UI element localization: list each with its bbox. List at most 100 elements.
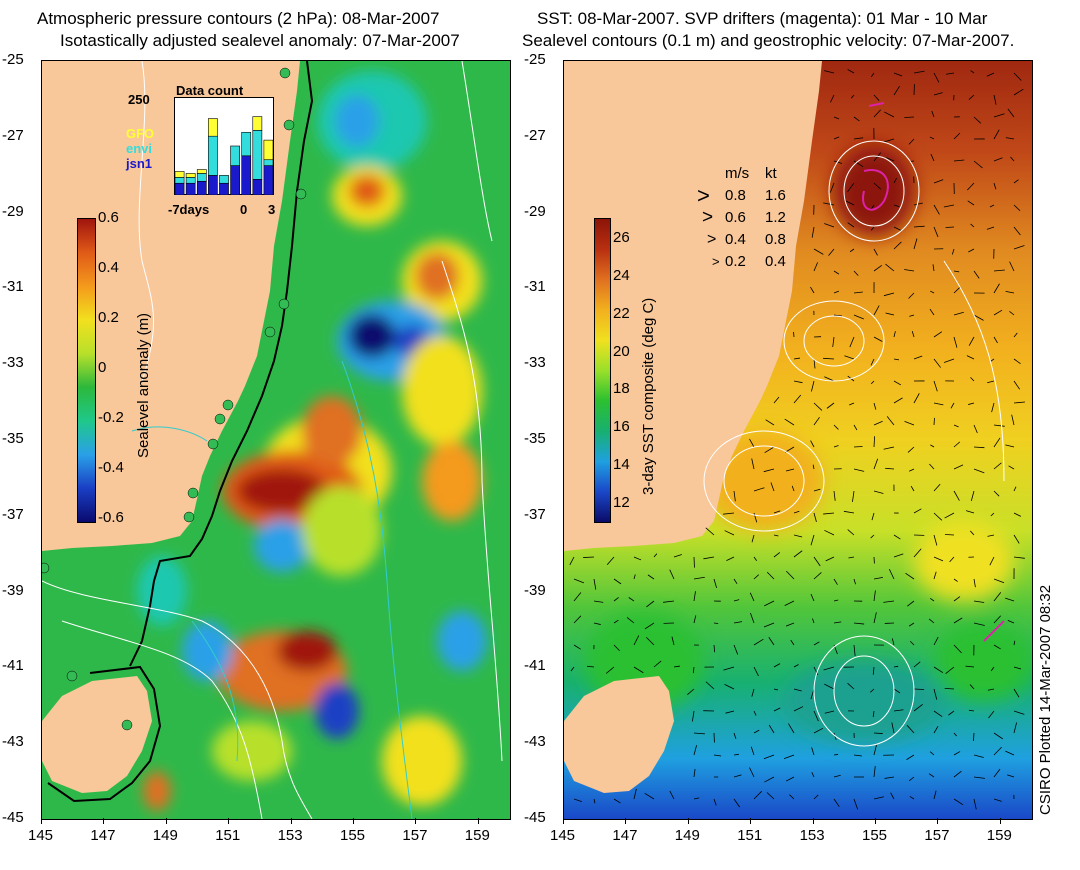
velocity-arrow [933, 688, 938, 700]
velocity-arrow [993, 732, 1003, 740]
velocity-arrow [949, 556, 955, 563]
velocity-arrow [1009, 310, 1015, 316]
velocity-arrow [929, 308, 935, 316]
velocity-arrow [967, 182, 975, 191]
velocity-arrow [693, 745, 697, 756]
velocity-arrow [973, 732, 975, 742]
velocity-arrow [893, 553, 904, 558]
velocity-arrow [953, 464, 964, 470]
velocity-arrow [1011, 414, 1015, 426]
depth-contours [131, 360, 413, 819]
velocity-arrow [873, 420, 883, 426]
velocity-arrow [884, 776, 895, 779]
data-count-xlabel-end: 3 [268, 202, 276, 217]
velocity-arrow [969, 684, 975, 690]
velocity-arrow [593, 600, 604, 603]
velocity-arrow [1013, 332, 1018, 338]
velocity-arrow [970, 490, 975, 501]
velocity-arrow [825, 556, 835, 562]
velocity-arrow [953, 578, 958, 582]
velocity-arrow [873, 490, 884, 494]
data-count-inset: Data count 250 GFO envi jsn1 -7days 0 3 [126, 82, 283, 222]
data-count-bar-envi [196, 173, 207, 182]
velocity-arrow [810, 688, 815, 700]
velocity-arrow [845, 200, 855, 206]
data-count-bars [174, 97, 274, 195]
velocity-arrow [853, 116, 860, 122]
velocity-arrow [813, 512, 817, 522]
velocity-arrow [749, 767, 755, 778]
geostrophic-velocity-arrows [569, 69, 1025, 810]
velocity-arrow [810, 593, 815, 602]
velocity-arrow [968, 94, 975, 100]
velocity-arrow [813, 641, 820, 646]
velocity-arrow [783, 754, 795, 759]
data-count-bar-envi [241, 131, 252, 157]
y-tick-label: -45 [524, 809, 546, 826]
velocity-arrow [970, 377, 975, 382]
x-tick-label: 149 [674, 827, 700, 844]
velocity-arrow [813, 794, 819, 800]
velocity-arrow [953, 441, 961, 448]
velocity-arrow [870, 380, 875, 385]
velocity-arrow [813, 402, 823, 411]
velocity-arrow-icon: > [702, 207, 714, 228]
velocity-arrow [813, 248, 824, 255]
velocity-arrow [853, 622, 865, 625]
velocity-arrow [753, 487, 765, 492]
velocity-arrow [953, 270, 960, 273]
velocity-arrow [693, 797, 700, 800]
velocity-arrow [933, 666, 944, 674]
velocity-arrow [749, 438, 755, 448]
velocity-arrow [833, 774, 841, 778]
velocity-arrow [933, 512, 943, 521]
velocity-arrow [847, 682, 855, 690]
velocity-arrow [853, 137, 864, 140]
velocity-arrow [613, 644, 620, 652]
velocity-arrow [970, 530, 975, 536]
velocity-arrow [1013, 534, 1020, 544]
velocity-arrow [872, 710, 875, 718]
velocity-arrow [873, 94, 880, 101]
velocity-arrow [810, 534, 815, 546]
velocity-arrow [890, 792, 895, 800]
velocity-arrow [873, 336, 883, 342]
velocity-arrow [930, 290, 935, 294]
velocity-arrow [893, 226, 902, 231]
velocity-arrow [993, 309, 1003, 316]
colorbar-tick-label: -0.4 [98, 459, 124, 476]
x-tick-mark [477, 818, 479, 824]
sealevel-contours [703, 140, 1005, 747]
velocity-arrow [905, 572, 915, 580]
right-title-line1: SST: 08-Mar-2007. SVP drifters (magenta)… [537, 9, 988, 28]
velocity-arrow [847, 222, 855, 228]
x-tick-mark [999, 818, 1001, 824]
velocity-arrow [1013, 722, 1018, 734]
sealevel-colorbar-label: Sealevel anomaly (m) [135, 312, 152, 458]
x-tick-mark [937, 818, 939, 824]
velocity-arrow [873, 436, 875, 448]
velocity-arrow [793, 510, 800, 514]
velocity-arrow [973, 160, 983, 169]
velocity-arrow [993, 768, 1001, 778]
velocity-arrow [791, 485, 795, 492]
velocity-arrow [873, 766, 876, 778]
velocity-arrow [907, 600, 915, 607]
velocity-arrow [913, 661, 921, 668]
velocity-arrow [573, 615, 582, 624]
velocity-arrow [613, 578, 622, 585]
velocity-arrow [906, 754, 915, 760]
velocity-arrow [933, 179, 944, 184]
velocity-arrow [913, 393, 920, 404]
velocity-arrow [833, 270, 840, 275]
velocity-arrow [893, 397, 903, 404]
data-count-xlabel-zero: 0 [240, 202, 248, 217]
velocity-arrow [1009, 261, 1015, 272]
velocity-arrow [933, 710, 943, 718]
velocity-arrow [908, 292, 915, 299]
velocity-arrow [911, 330, 915, 338]
velocity-arrow [968, 248, 975, 253]
velocity-arrow [644, 792, 655, 800]
velocity-arrow [749, 592, 755, 602]
x-tick-mark [812, 818, 814, 824]
